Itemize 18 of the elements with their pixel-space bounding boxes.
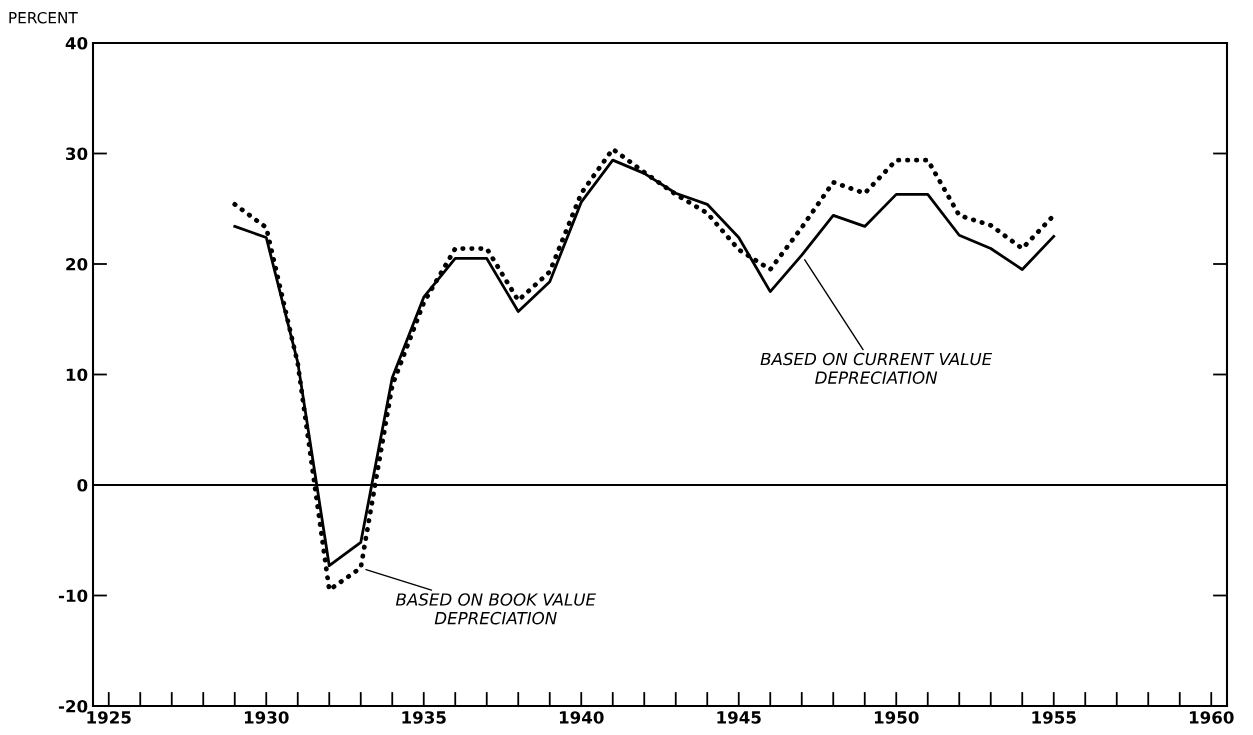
y-axis-title: PERCENT <box>9 11 78 24</box>
x-tick-label: 1940 <box>559 711 604 724</box>
y-tick-label: -10 <box>58 589 88 603</box>
y-tick-label: 0 <box>77 478 88 492</box>
x-tick-label: 1950 <box>874 711 919 724</box>
x-tick-label: 1925 <box>87 711 131 724</box>
x-tick-label: 1955 <box>1032 711 1076 724</box>
x-tick-label: 1935 <box>402 711 446 724</box>
y-tick-label: -20 <box>58 699 88 713</box>
y-tick-label: 30 <box>66 147 88 161</box>
annotation: BASED ON CURRENT VALUE DEPRECIATION <box>760 352 993 384</box>
x-tick-label: 1960 <box>1189 711 1234 724</box>
annotation: BASED ON BOOK VALUE DEPRECIATION <box>395 593 596 625</box>
y-tick-label: 40 <box>65 36 88 50</box>
x-tick-label: 1930 <box>244 711 289 724</box>
y-tick-label: 10 <box>66 368 88 382</box>
y-tick-label: 20 <box>66 257 88 271</box>
x-tick-label: 1945 <box>717 711 761 724</box>
